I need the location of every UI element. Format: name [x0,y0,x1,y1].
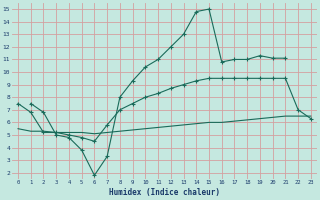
X-axis label: Humidex (Indice chaleur): Humidex (Indice chaleur) [109,188,220,197]
